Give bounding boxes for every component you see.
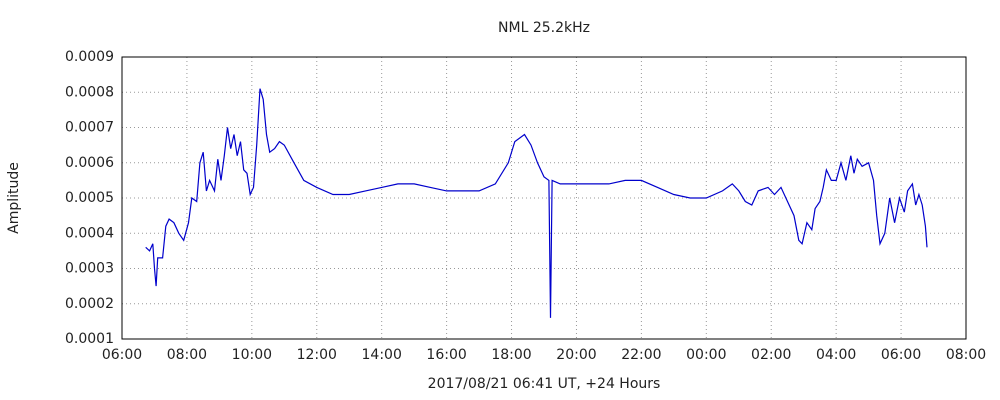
x-tick-label: 14:00 (362, 347, 402, 363)
plot-frame (121, 56, 967, 340)
x-tick-label: 06:00 (881, 347, 921, 363)
x-tick-label: 06:00 (102, 347, 142, 363)
chart-title: NML 25.2kHz (498, 20, 590, 36)
x-tick-label: 22:00 (621, 347, 661, 363)
x-tick-label: 10:00 (232, 347, 272, 363)
x-tick-label: 20:00 (556, 347, 596, 363)
x-tick-label: 12:00 (297, 347, 337, 363)
x-tick-label: 00:00 (686, 347, 726, 363)
y-tick-label: 0.0001 (65, 331, 114, 347)
data-line (145, 88, 928, 318)
y-tick-label: 0.0008 (65, 84, 114, 100)
y-axis-label: Amplitude (6, 162, 22, 234)
y-tick-label: 0.0004 (65, 225, 114, 241)
x-tick-label: 02:00 (751, 347, 791, 363)
y-tick-label: 0.0007 (65, 120, 114, 136)
x-tick-label: 04:00 (816, 347, 856, 363)
x-axis-label: 2017/08/21 06:41 UT, +24 Hours (428, 376, 661, 392)
y-tick-label: 0.0006 (65, 155, 114, 171)
x-tick-label: 16:00 (426, 347, 466, 363)
x-tick-label: 18:00 (491, 347, 531, 363)
y-tick-label: 0.0005 (65, 190, 114, 206)
y-tick-label: 0.0009 (65, 49, 114, 65)
x-tick-label: 08:00 (167, 347, 207, 363)
x-tick-label: 08:00 (946, 347, 986, 363)
y-tick-label: 0.0003 (65, 261, 114, 277)
y-tick-label: 0.0002 (65, 296, 114, 312)
